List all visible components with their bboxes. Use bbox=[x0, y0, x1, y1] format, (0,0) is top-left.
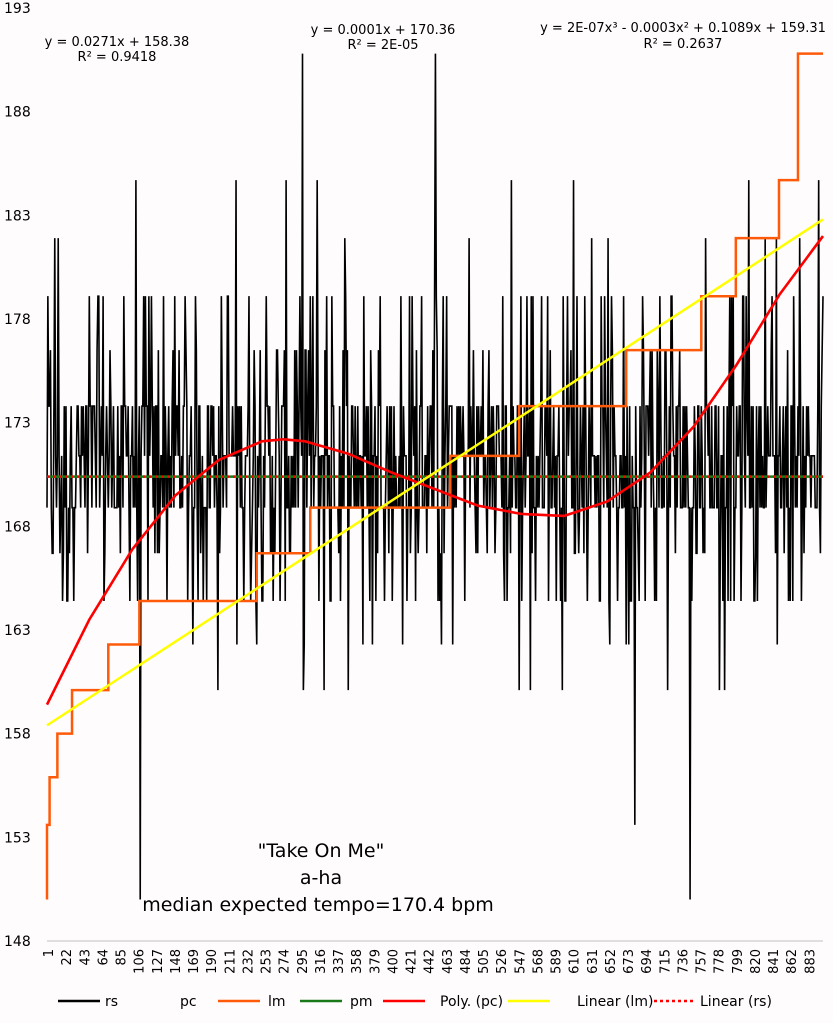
plot-area bbox=[45, 52, 825, 900]
legend-item: rs bbox=[58, 994, 118, 1010]
x-tick-label: 799 bbox=[731, 949, 746, 974]
trendline-poly-pc bbox=[45, 235, 825, 706]
y-tick-label: 178 bbox=[4, 312, 31, 328]
x-tick-label: 610 bbox=[568, 949, 583, 974]
x-tick-label: 883 bbox=[803, 949, 818, 974]
legend-label: Linear (lm) bbox=[577, 994, 653, 1010]
x-tick-label: 547 bbox=[513, 949, 528, 974]
legend-label: rs bbox=[105, 994, 118, 1010]
x-tick-label: 841 bbox=[767, 949, 782, 974]
series-rs bbox=[46, 53, 824, 900]
x-tick-label: 211 bbox=[223, 949, 238, 974]
legend-label: pc bbox=[180, 994, 197, 1010]
y-tick-label: 163 bbox=[4, 623, 31, 639]
r2-linear-rs: R² = 2E-05 bbox=[347, 38, 418, 53]
trendline-linear-lm bbox=[46, 218, 824, 727]
y-axis: 148 153 158 163 168 173 178 183 188 193 bbox=[4, 1, 31, 950]
legend-item: Linear (lm) bbox=[508, 994, 653, 1010]
x-tick-label: 694 bbox=[640, 949, 655, 974]
x-tick-label: 463 bbox=[441, 949, 456, 974]
x-tick-label: 169 bbox=[187, 949, 202, 974]
y-tick-label: 188 bbox=[4, 105, 31, 121]
song-title: "Take On Me" bbox=[258, 840, 385, 862]
y-tick-label: 193 bbox=[4, 1, 31, 17]
x-tick-label: 652 bbox=[604, 949, 619, 974]
x-axis: 1 22 43 64 85 106 127 148 169 190 211 232 253 274 295 3… bbox=[42, 949, 818, 974]
x-tick-label: 778 bbox=[713, 949, 728, 974]
y-tick-label: 168 bbox=[4, 519, 31, 535]
legend-label: pm bbox=[350, 994, 373, 1010]
x-tick-label: 589 bbox=[550, 949, 565, 974]
legend-label: Linear (rs) bbox=[700, 994, 772, 1010]
y-tick-label: 153 bbox=[4, 830, 31, 846]
artist-name: a-ha bbox=[300, 867, 342, 889]
x-tick-label: 1 bbox=[42, 949, 57, 957]
equation-linear-lm: y = 0.0271x + 158.38 bbox=[45, 35, 190, 50]
x-tick-label: 631 bbox=[586, 949, 601, 974]
x-tick-label: 106 bbox=[133, 949, 148, 974]
x-tick-label: 22 bbox=[60, 949, 75, 966]
x-tick-label: 295 bbox=[296, 949, 311, 974]
x-tick-label: 190 bbox=[205, 949, 220, 974]
y-tick-label: 148 bbox=[4, 934, 31, 950]
x-tick-label: 43 bbox=[78, 949, 93, 966]
equation-linear-rs: y = 0.0001x + 170.36 bbox=[311, 23, 456, 38]
legend-item: pm bbox=[300, 994, 373, 1010]
x-tick-label: 862 bbox=[785, 949, 800, 974]
x-tick-label: 673 bbox=[622, 949, 637, 974]
r2-linear-lm: R² = 0.9418 bbox=[78, 50, 157, 65]
y-tick-label: 183 bbox=[4, 208, 31, 224]
legend: rs pc lm pm Poly. (pc) Linear (lm) Linear (rs) bbox=[58, 994, 772, 1010]
x-tick-label: 316 bbox=[314, 949, 329, 974]
x-tick-label: 127 bbox=[151, 949, 166, 974]
legend-item: pc bbox=[180, 994, 197, 1010]
y-tick-label: 173 bbox=[4, 416, 31, 432]
legend-item: lm bbox=[218, 994, 286, 1010]
legend-item: Poly. (pc) bbox=[383, 994, 503, 1010]
x-tick-label: 421 bbox=[405, 949, 420, 974]
x-tick-label: 442 bbox=[423, 949, 438, 974]
x-tick-label: 64 bbox=[96, 949, 111, 966]
legend-label: lm bbox=[268, 994, 286, 1010]
x-tick-label: 715 bbox=[658, 949, 673, 974]
x-tick-label: 253 bbox=[260, 949, 275, 974]
x-tick-label: 358 bbox=[350, 949, 365, 974]
legend-item: Linear (rs) bbox=[654, 994, 772, 1010]
legend-label: Poly. (pc) bbox=[440, 994, 503, 1010]
x-tick-label: 232 bbox=[241, 949, 256, 974]
x-tick-label: 505 bbox=[477, 949, 492, 974]
tempo-note: median expected tempo=170.4 bpm bbox=[142, 894, 494, 916]
equation-poly-pc: y = 2E-07x³ - 0.0003x² + 0.1089x + 159.3… bbox=[540, 21, 826, 36]
x-tick-label: 85 bbox=[115, 949, 130, 966]
x-tick-label: 484 bbox=[459, 949, 474, 974]
x-tick-label: 757 bbox=[695, 949, 710, 974]
x-tick-label: 337 bbox=[332, 949, 347, 974]
r2-poly-pc: R² = 0.2637 bbox=[644, 37, 723, 52]
x-tick-label: 568 bbox=[531, 949, 546, 974]
x-tick-label: 736 bbox=[676, 949, 691, 974]
series-lm bbox=[45, 52, 823, 900]
x-tick-label: 379 bbox=[368, 949, 383, 974]
x-tick-label: 400 bbox=[386, 949, 401, 974]
y-tick-label: 158 bbox=[4, 727, 31, 743]
x-tick-label: 148 bbox=[169, 949, 184, 974]
x-tick-label: 526 bbox=[495, 949, 510, 974]
x-tick-label: 820 bbox=[749, 949, 764, 974]
x-tick-label: 274 bbox=[278, 949, 293, 974]
